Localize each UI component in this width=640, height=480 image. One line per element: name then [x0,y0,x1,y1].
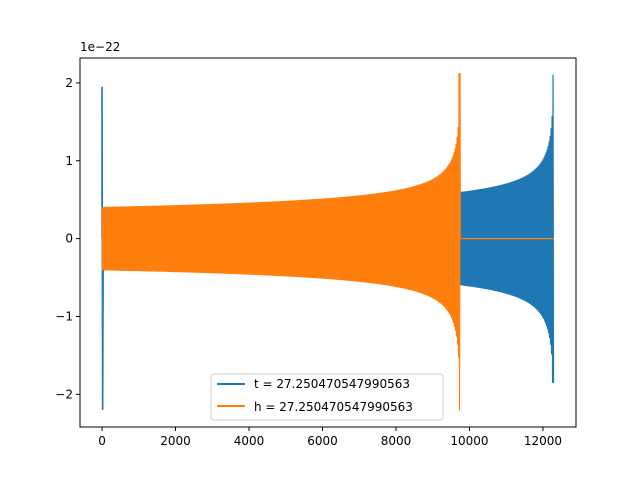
x-tick-label: 8000 [381,434,412,448]
x-tick-label: 12000 [524,434,562,448]
y-axis-offset-label: 1e−22 [80,40,120,54]
legend-label-t: t = 27.250470547990563 [254,377,410,391]
plot-area [101,72,555,411]
y-tick-label: −2 [55,387,73,401]
y-axis: −2 −1 0 1 2 [55,76,80,401]
x-tick-label: 2000 [160,434,191,448]
legend-box [210,373,444,421]
legend-label-h: h = 27.250470547990563 [254,400,413,414]
legend: t = 27.250470547990563 h = 27.2504705479… [210,373,444,421]
x-tick-label: 4000 [234,434,265,448]
y-tick-label: 0 [65,232,73,246]
x-tick-label: 10000 [450,434,488,448]
x-tick-label: 0 [98,434,106,448]
axes-frame [79,57,577,428]
y-tick-label: −1 [55,309,73,323]
series-line-h [101,72,554,411]
y-tick-label: 1 [65,154,73,168]
x-tick-label: 6000 [307,434,338,448]
y-tick-label: 2 [65,76,73,90]
x-axis: 0 2000 4000 6000 8000 10000 12000 [98,427,562,448]
